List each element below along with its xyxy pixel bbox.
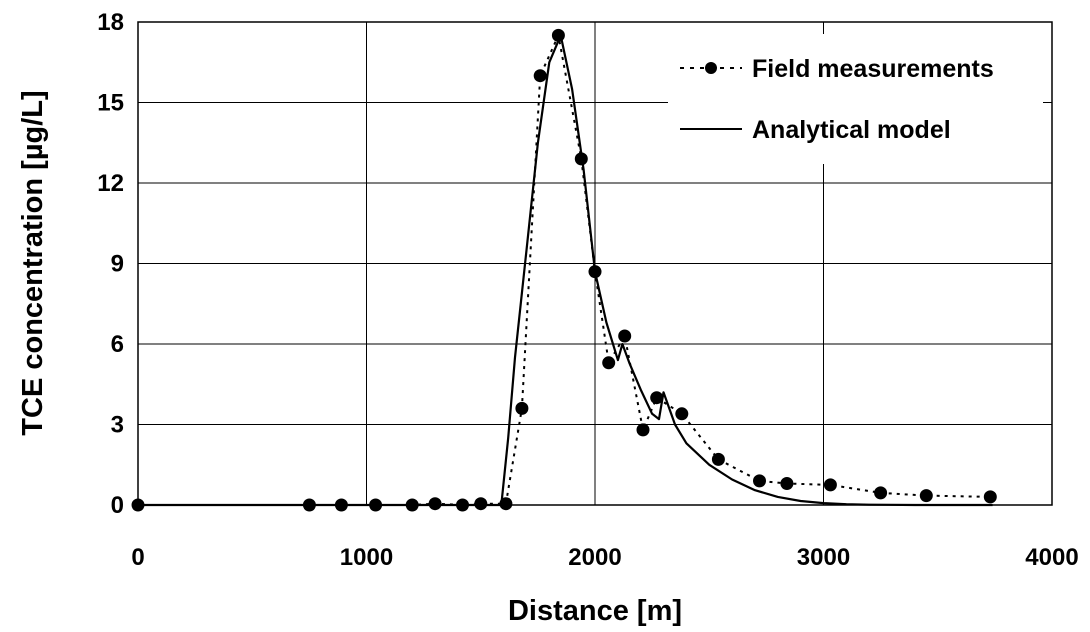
legend-field-marker (705, 62, 717, 74)
field-measurement-point (302, 498, 316, 512)
field-measurement-point (588, 265, 602, 279)
field-measurement-point (131, 498, 145, 512)
field-measurement-point (983, 490, 997, 504)
field-measurement-point (919, 489, 933, 503)
legend-field-label: Field measurements (752, 55, 994, 83)
y-tick-label: 0 (111, 492, 124, 519)
y-tick-label: 6 (111, 331, 124, 358)
y-tick-label: 15 (97, 90, 124, 117)
field-measurement-point (618, 329, 632, 343)
field-measurement-point (369, 498, 383, 512)
y-tick-labels: 0 3 6 9 12 15 18 (97, 9, 124, 519)
legend: Field measurements Analytical model (668, 34, 1043, 164)
field-measurement-point (551, 28, 565, 42)
field-measurement-point (456, 498, 469, 512)
x-tick-labels: 0 1000 2000 3000 4000 (131, 544, 1078, 571)
x-axis-title: Distance [m] (508, 595, 682, 627)
field-measurement-point (753, 474, 766, 488)
field-measurement-point (823, 478, 837, 492)
field-measurement-point (499, 497, 513, 511)
field-measurement-point (515, 401, 529, 415)
legend-model-label: Analytical model (752, 116, 951, 144)
y-tick-label: 9 (111, 251, 124, 278)
y-tick-label: 12 (97, 170, 124, 197)
y-tick-label: 3 (111, 412, 124, 439)
field-measurement-point (602, 356, 616, 370)
field-measurement-point (874, 486, 888, 500)
x-tick-label: 2000 (568, 544, 621, 571)
field-measurement-point (650, 391, 664, 405)
field-measurement-point (711, 452, 725, 466)
x-tick-label: 4000 (1025, 544, 1078, 571)
field-measurement-point (780, 477, 794, 490)
y-tick-label: 18 (97, 9, 124, 36)
x-tick-label: 0 (131, 544, 144, 571)
series-line-field-measurements (138, 32, 991, 507)
x-tick-label: 1000 (340, 544, 393, 571)
plot-frame (137, 21, 1053, 506)
y-axis-title: TCE concentration [µg/L] (17, 90, 49, 435)
field-measurement-point (533, 69, 547, 83)
field-measurement-point (334, 498, 348, 512)
legend-background (668, 34, 1043, 164)
field-measurement-point (474, 497, 488, 511)
field-measurement-point (428, 497, 442, 511)
series-line-analytical-model (138, 34, 993, 507)
field-measurement-point (574, 152, 588, 166)
field-measurement-point (405, 498, 419, 512)
field-measurement-point (636, 423, 650, 437)
x-tick-label: 3000 (797, 544, 850, 571)
field-measurement-point (675, 407, 689, 421)
series-layer (131, 28, 997, 512)
